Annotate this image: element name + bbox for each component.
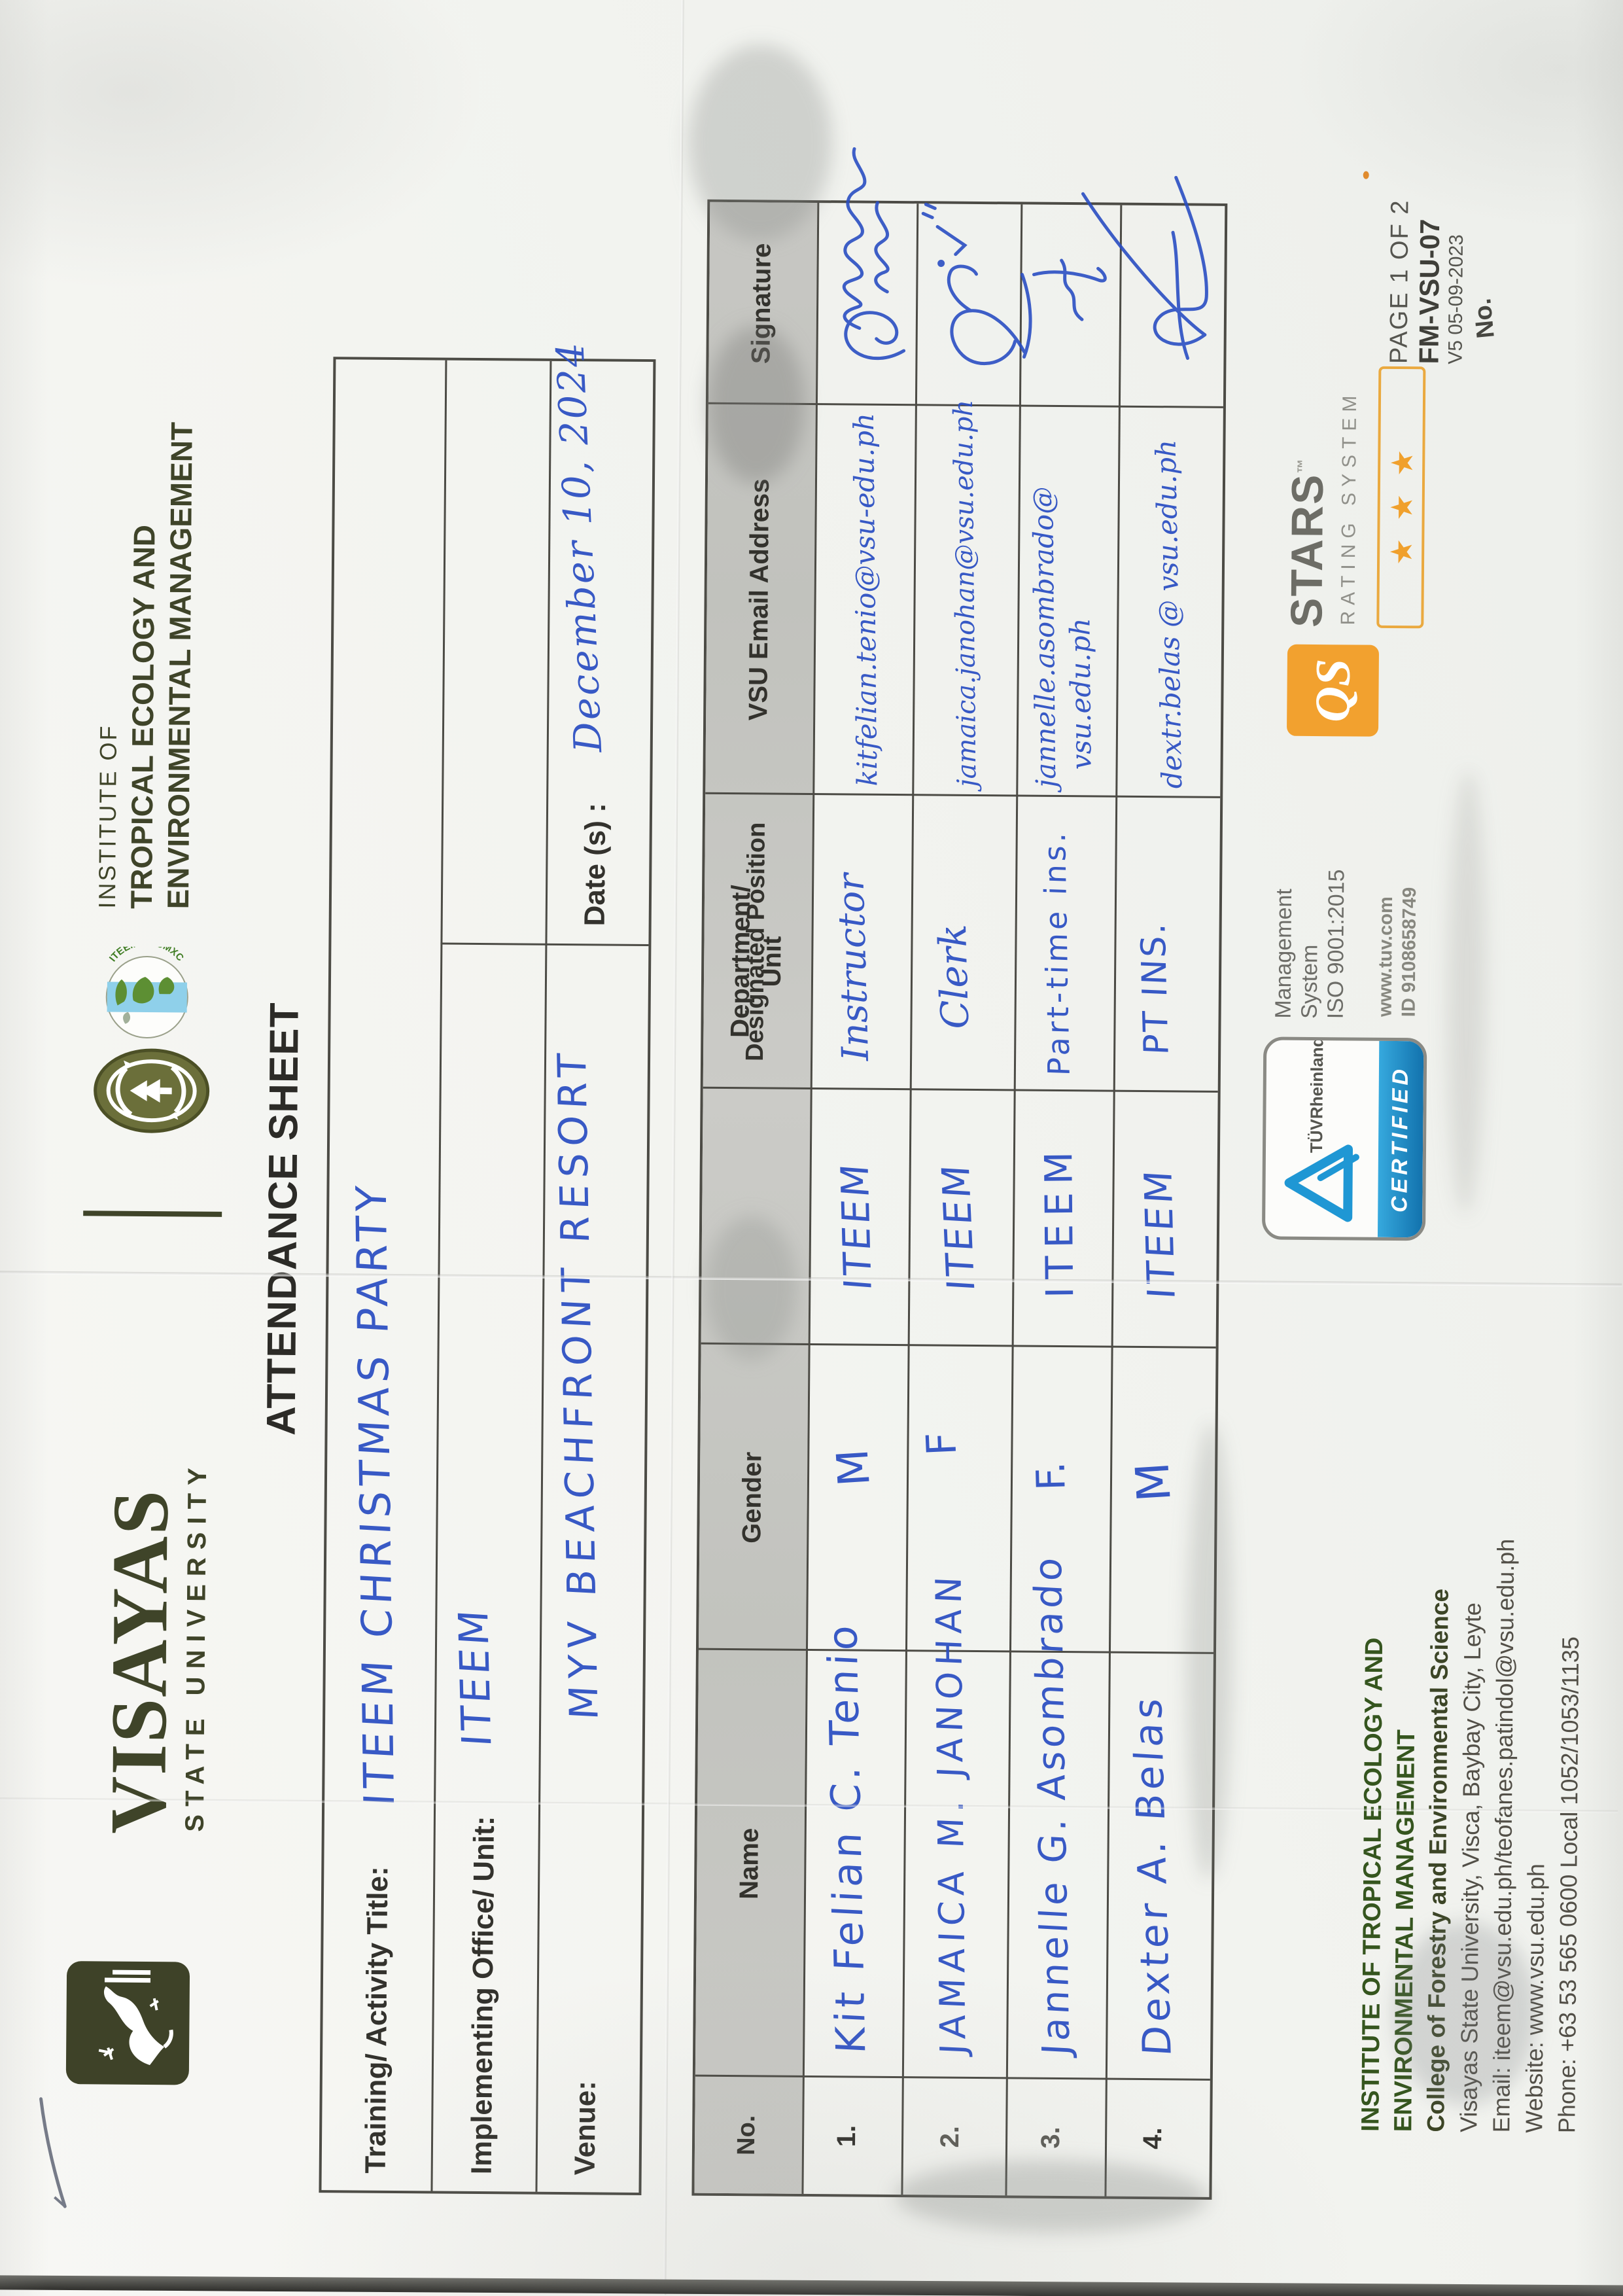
email-handwriting: jamaica.janohan@vsu.edu.ph [948, 399, 983, 788]
position-handwriting: PT INS. [1134, 920, 1177, 1056]
header-divider [83, 1210, 222, 1217]
name-handwriting: Dexter A. Belas [1125, 1693, 1181, 2058]
office-value-handwriting: ITEEM [449, 1605, 501, 1748]
rating-system-label: RATING SYSTEM [1337, 389, 1361, 626]
email-handwriting-line2: vsu.edu.ph [1064, 618, 1098, 770]
signature-scribble [1032, 258, 1107, 321]
form-version: V5 05-09-2023 [1444, 234, 1467, 364]
cfes-emblem-icon [92, 1047, 215, 1134]
vsu-horse-icon [98, 1969, 173, 2066]
name-handwriting: Jannelle G. Asombrado [1025, 1553, 1079, 2057]
smudge [1445, 769, 1488, 1216]
signature-scribble [1081, 175, 1208, 360]
date-value-handwriting: December 10, 2024 [548, 340, 611, 754]
crease-line [663, 0, 684, 2295]
institute-line1: TROPICAL ECOLOGY AND [124, 524, 162, 910]
email-handwriting: kitfelian.tenio@vsu-edu.ph [847, 412, 884, 786]
page-title: ATTENDANCE SHEET [258, 1002, 307, 1436]
tuv-site: www.tuv.com [1374, 896, 1397, 1017]
institute-pre: INSTITUTE OF [93, 724, 122, 909]
vsu-logo [65, 1961, 190, 2085]
col-header-no: No. [732, 2115, 761, 2156]
orange-speck [1363, 171, 1369, 179]
page-number: PAGE 1 OF 2 [1385, 199, 1414, 364]
training-value-handwriting: ITEEM CHRISTMAS PARTY [347, 1180, 405, 1807]
vsu-wordmark: VISAYAS [94, 1489, 185, 1835]
tuv-certified-label: CERTIFIED [1387, 1065, 1414, 1213]
document-number-label: No. [1469, 296, 1500, 340]
star-icon: ★ [1384, 538, 1419, 566]
col-header-position: Designated Position [741, 822, 771, 1062]
pen-mark [39, 2097, 67, 2208]
smudge [1392, 1921, 1538, 2106]
info-form: Training/ Activity Title: Implementing O… [319, 340, 656, 2196]
dept-handwriting: ITEEM [1136, 1166, 1184, 1301]
signature-scribble [842, 147, 906, 360]
signature-scribble [921, 202, 1032, 366]
iteem-globe-icon: ITEEM · MCMXCVIII [90, 936, 201, 1043]
attendance-table: No. Name Gender Department/ Unit Designa… [691, 147, 1228, 2200]
form-code: FM-VSU-07 [1413, 219, 1446, 364]
col-header-gender2: Gender [737, 1451, 767, 1544]
page-info-block: PAGE 1 OF 2 FM-VSU-07 V5 05-09-2023 [1385, 174, 1468, 364]
office-label: Implementing Office/ Unit: [465, 1816, 500, 2175]
vsu-wordmark-sub: STATE UNIVERSITY [180, 1460, 213, 1832]
venue-label: Venue: [568, 2080, 602, 2176]
gender-handwriting: F [916, 1431, 966, 1457]
email-handwriting: dextr.belas @ vsu.edu.ph [1149, 439, 1189, 789]
stars-wordmark: STARS™ [1282, 457, 1333, 628]
iso-text-block: Management System ISO 9001:2015 [1270, 869, 1350, 1019]
email-handwriting: jannelle.asombrado@ [1026, 486, 1062, 788]
position-handwriting: Instructor [829, 873, 878, 1062]
iso-line: ISO 9001:2015 [1323, 869, 1350, 1019]
gender-handwriting: M [827, 1447, 880, 1488]
stars-rating-bar: ★ ★ ★ [1376, 366, 1426, 629]
date-label: Date (s) : [578, 802, 612, 927]
col-header-name: Name [734, 1828, 764, 1899]
institute-line2: ENVIRONMENTAL MANAGEMENT [160, 421, 199, 910]
footer-line: INSTITUTE OF TROPICAL ECOLOGY AND [1357, 1637, 1389, 2132]
gender-handwriting: M [1125, 1460, 1181, 1504]
training-title-label: Training/ Activity Title: [359, 1866, 394, 2174]
dept-handwriting: ITEEM [1036, 1143, 1083, 1299]
tuv-id: ID 9108658749 [1398, 887, 1421, 1017]
tuv-triangle-icon [1284, 1144, 1359, 1222]
position-handwriting: Clerk [930, 923, 978, 1030]
dept-handwriting: ITEEM [933, 1161, 984, 1292]
dept-handwriting: ITEEM [832, 1160, 881, 1292]
tuv-id-block: www.tuv.com ID 9108658749 [1374, 887, 1422, 1017]
star-icon: ★ [1385, 449, 1420, 477]
venue-value-handwriting: MYV BEACHFRONT RESORT [549, 1046, 608, 1721]
iso-line: Management [1270, 889, 1297, 1019]
tuv-brand: TÜVRheinland® [1306, 1036, 1327, 1154]
footer-line: Phone: +63 53 565 0600 Local 1052/1053/1… [1553, 1636, 1584, 2134]
gender-handwriting: F. [1028, 1461, 1075, 1491]
tuv-certified-band: CERTIFIED [1377, 1040, 1424, 1238]
star-icon: ★ [1384, 493, 1419, 521]
row-number: 1. [832, 2125, 862, 2147]
iso-line: System [1297, 944, 1323, 1019]
name-handwriting: JAMAICA M. JANOHAN [928, 1570, 974, 2056]
name-handwriting: Kit Felian C. Tenio [818, 1620, 875, 2055]
qs-logo: QS [1286, 644, 1380, 737]
tuv-certified-badge: TÜVRheinland® CERTIFIED [1261, 1036, 1427, 1241]
qs-label: QS [1305, 658, 1361, 723]
position-handwriting: Part-time ins. [1036, 828, 1077, 1076]
